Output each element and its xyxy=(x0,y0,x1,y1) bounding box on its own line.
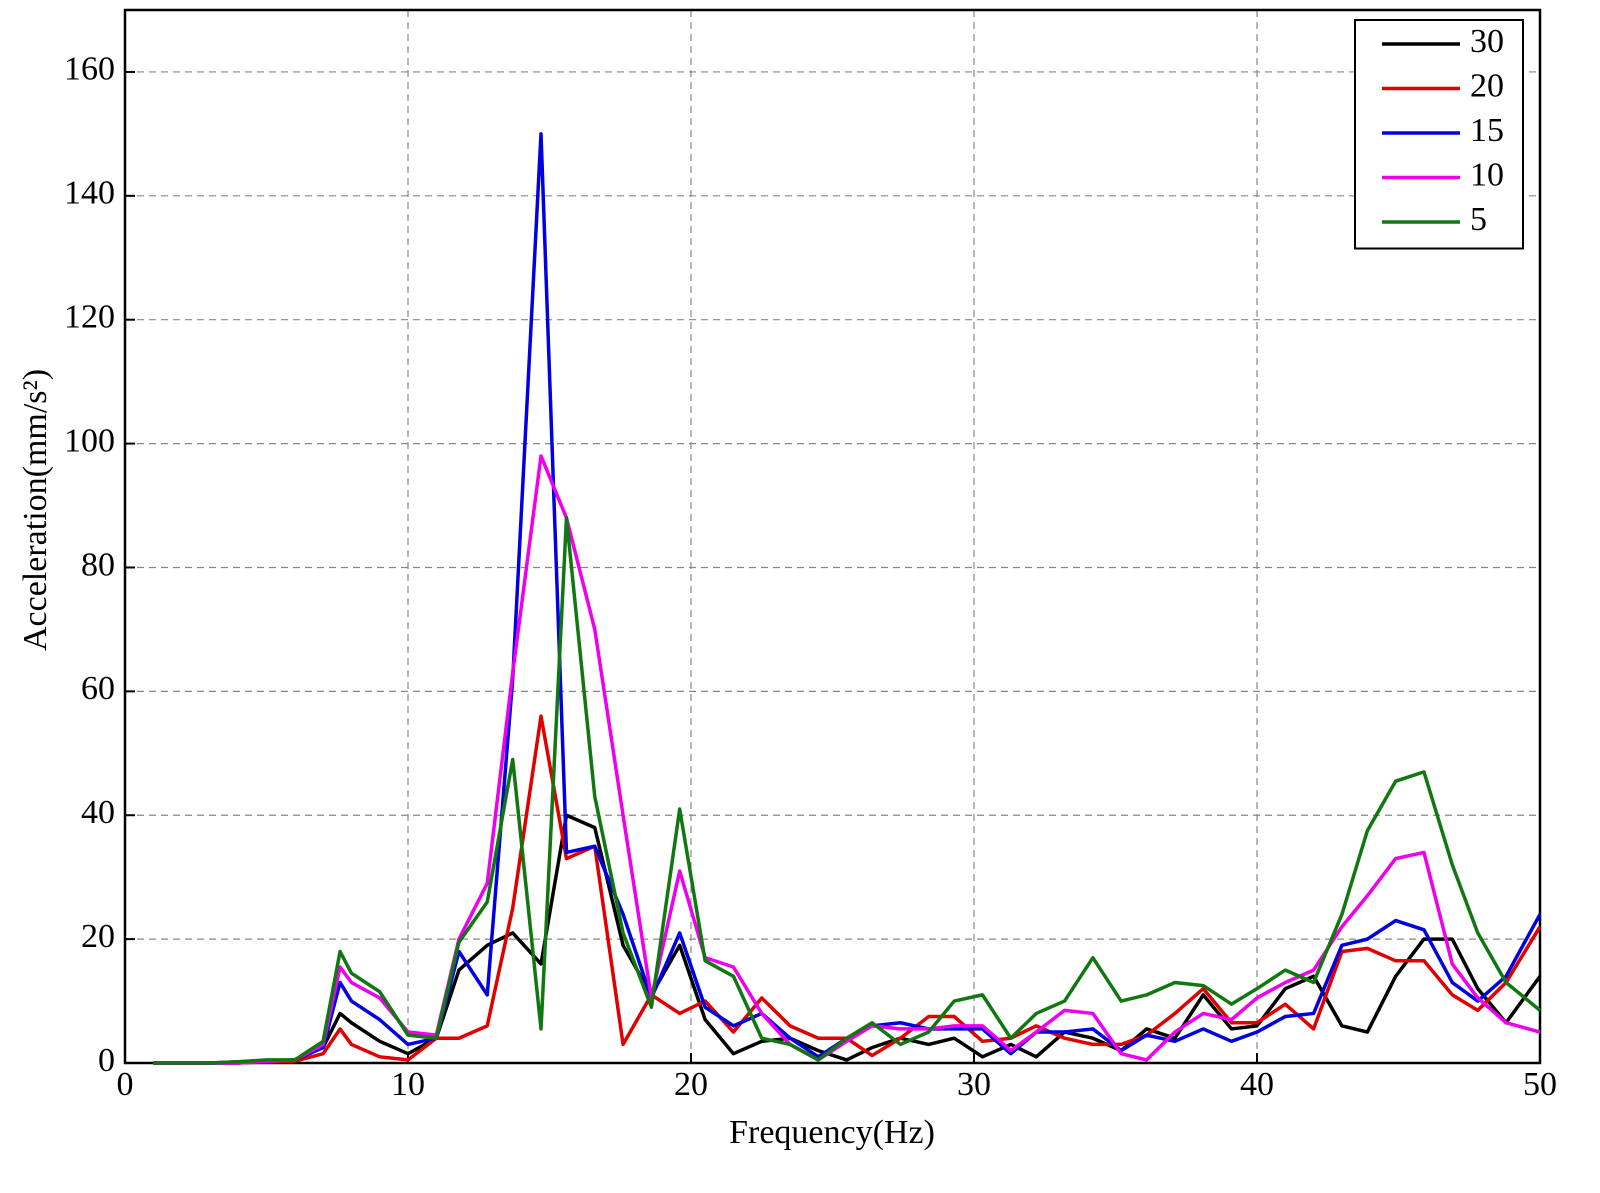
x-tick-label: 50 xyxy=(1523,1066,1557,1103)
y-tick-label: 120 xyxy=(64,299,115,336)
x-tick-label: 20 xyxy=(674,1066,708,1103)
legend-label: 30 xyxy=(1470,23,1504,60)
x-tick-label: 0 xyxy=(117,1066,134,1103)
legend-label: 10 xyxy=(1470,156,1504,193)
x-tick-label: 10 xyxy=(391,1066,425,1103)
x-tick-label: 30 xyxy=(957,1066,991,1103)
legend-label: 20 xyxy=(1470,67,1504,104)
plot-frame xyxy=(123,8,1542,1065)
line-series xyxy=(153,516,1542,1065)
y-tick-label: 100 xyxy=(64,422,115,459)
y-tick-label: 20 xyxy=(81,918,115,955)
y-tick-label: 60 xyxy=(81,670,115,707)
line-series xyxy=(153,132,1542,1065)
x-axis-label: Frequency(Hz) xyxy=(729,1114,935,1151)
y-tick-label: 140 xyxy=(64,175,115,212)
legend-label: 15 xyxy=(1470,112,1504,149)
y-tick-label: 0 xyxy=(98,1042,115,1079)
y-tick-label: 160 xyxy=(64,51,115,88)
legend-label: 5 xyxy=(1470,201,1487,238)
y-tick-label: 40 xyxy=(81,794,115,831)
line-series xyxy=(153,813,1542,1065)
y-tick-label: 80 xyxy=(81,546,115,583)
y-axis-label: Acceleration(mm/s²) xyxy=(17,369,54,651)
x-tick-label: 40 xyxy=(1240,1066,1274,1103)
